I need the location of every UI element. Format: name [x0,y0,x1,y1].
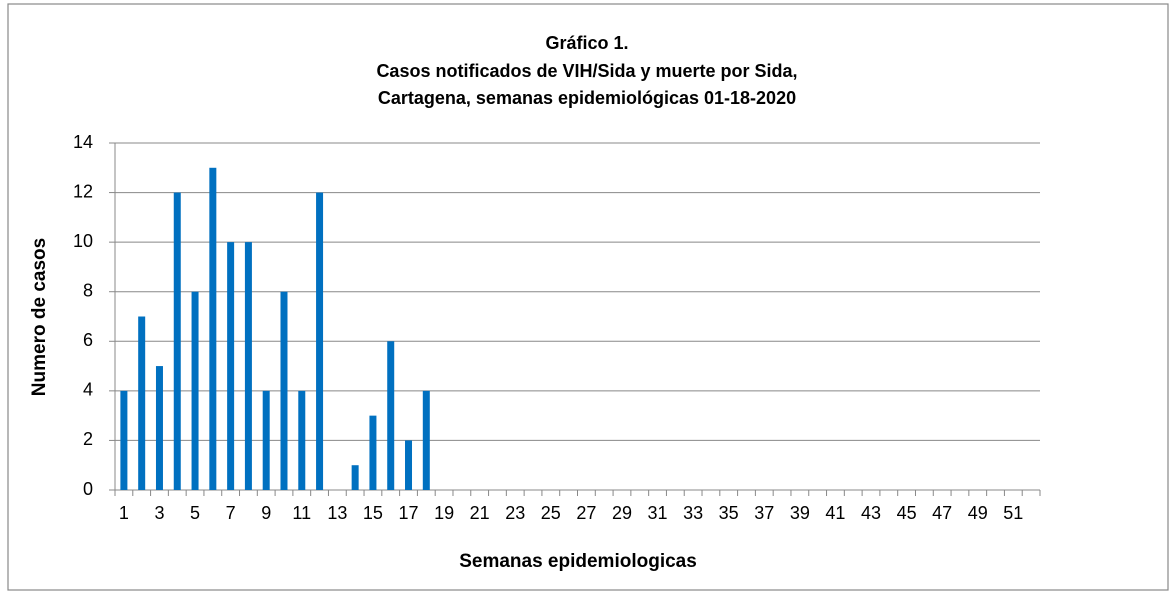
x-tick-label: 35 [719,503,739,523]
x-tick-label: 47 [932,503,952,523]
bar [298,390,306,490]
bar [405,440,413,490]
bar [387,341,395,490]
x-tick-label: 37 [754,503,774,523]
x-tick-label: 41 [825,503,845,523]
x-tick-label: 49 [968,503,988,523]
x-tick-label: 45 [897,503,917,523]
bar [351,465,359,490]
bar [227,242,235,490]
x-tick-label: 25 [541,503,561,523]
bar [120,390,128,490]
x-tick-label: 43 [861,503,881,523]
x-tick-label: 3 [154,503,164,523]
x-tick-label: 13 [327,503,347,523]
bar [173,192,181,491]
y-tick-label: 12 [73,181,93,201]
y-tick-label: 10 [73,231,93,251]
x-tick-label: 31 [648,503,668,523]
x-tick-label: 23 [505,503,525,523]
x-tick-label: 27 [576,503,596,523]
x-tick-label: 17 [398,503,418,523]
x-tick-label: 39 [790,503,810,523]
bar [155,366,163,490]
x-tick-label: 1 [119,503,129,523]
bar [369,415,377,490]
x-tick-label: 21 [470,503,490,523]
x-axis-label: Semanas epidemiologicas [459,551,697,572]
x-tick-label: 29 [612,503,632,523]
bar [280,291,288,490]
chart-title: Casos notificados de VIH/Sida y muerte p… [376,61,797,81]
bar [262,390,270,490]
x-tick-label: 51 [1003,503,1023,523]
bar [422,390,430,490]
bar [316,192,324,491]
bar [138,316,146,490]
y-axis-label: Numero de casos [29,238,50,396]
x-tick-label: 11 [292,503,311,523]
x-tick-label: 19 [434,503,454,523]
y-tick-label: 14 [73,132,93,152]
x-tick-label: 9 [261,503,271,523]
x-tick-label: 33 [683,503,703,523]
chart-frame [7,3,1169,591]
y-tick-label: 4 [83,380,93,400]
x-tick-label: 15 [363,503,383,523]
bar [209,167,217,491]
bar [244,242,252,490]
chart-title: Cartagena, semanas epidemiológicas 01-18… [378,88,796,108]
y-tick-label: 0 [83,479,93,499]
y-tick-label: 2 [83,429,93,449]
bar [191,291,199,490]
y-tick-label: 8 [83,280,93,300]
y-tick-label: 6 [83,330,93,350]
chart-title: Gráfico 1. [545,33,628,53]
x-tick-label: 7 [226,503,236,523]
x-tick-label: 5 [190,503,200,523]
